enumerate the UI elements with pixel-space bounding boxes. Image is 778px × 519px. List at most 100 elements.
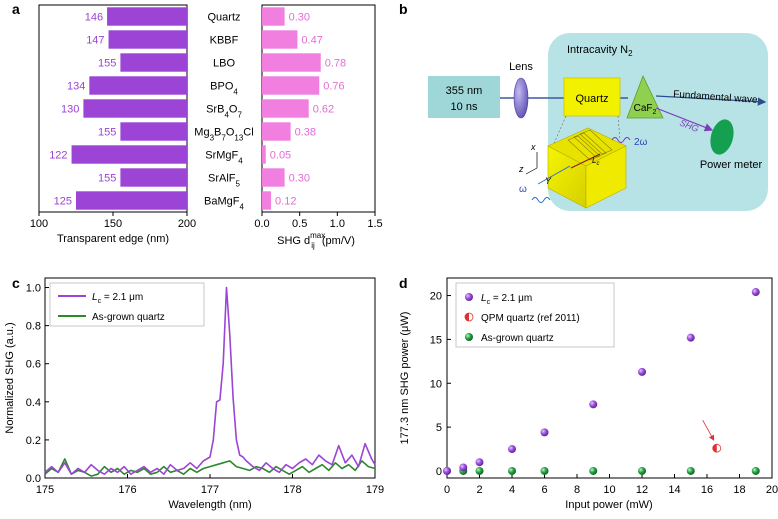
transparent-edge-bar: [89, 76, 187, 95]
fundamental-beam: [655, 95, 767, 106]
y-tick-label: 0.0: [26, 473, 41, 485]
shg-coefficient-value: 0.12: [275, 196, 296, 208]
y-tick-label: 5: [436, 422, 442, 434]
shg-coefficient-value: 0.05: [270, 150, 291, 162]
x-tick-label: 175: [36, 484, 54, 496]
axis-z-line: [525, 167, 538, 175]
shg-coefficient-bar: [262, 76, 320, 95]
transparent-edge-bar: [108, 30, 187, 49]
lc-2p1-point: [686, 333, 695, 342]
two-omega-wave: [611, 137, 631, 143]
transparent-edge-value: 155: [98, 173, 116, 185]
lc-2p1-point: [475, 458, 484, 467]
panel-label-b: b: [399, 1, 408, 17]
panel-a-left-xlabel: Transparent edge (nm): [57, 233, 169, 245]
axis-x: x: [530, 142, 536, 152]
panel-a: 146 147 155 134 130 155 122 155 125 100 150 200 Tr…: [30, 4, 383, 250]
lc-2p1-point: [443, 466, 451, 475]
x-tick-label: 176: [118, 484, 136, 496]
shg-coefficient-value: 0.62: [313, 104, 334, 116]
transparent-edge-bar: [120, 53, 187, 72]
x-tick-label: 0.5: [292, 218, 307, 230]
omega-label: ω: [519, 184, 527, 195]
panel-label-a: a: [12, 1, 20, 17]
panel-d-legend-label-red: QPM quartz (ref 2011): [481, 313, 580, 324]
as-grown-point: [508, 466, 516, 475]
shg-coefficient-bar: [262, 53, 321, 72]
as-grown-point: [751, 466, 760, 475]
y-tick-label: 0.2: [26, 435, 41, 447]
panel-b-diagram: Intracavity N2 355 nm 10 ns Lens Quartz …: [428, 33, 768, 211]
axis-z: z: [518, 164, 524, 174]
as-grown-point: [540, 466, 549, 475]
shg-coefficient-bar: [262, 122, 291, 141]
transparent-edge-value: 155: [98, 127, 116, 139]
caf2-prism: [626, 74, 664, 119]
y-tick-label: 10: [430, 378, 442, 390]
lens: [513, 77, 529, 119]
lc-2p1-point: [638, 367, 646, 376]
panel-a-right-xlabel: SHG dmax ij (pm/V): [277, 231, 355, 250]
x-tick-label: 14: [668, 484, 680, 496]
shg-coefficient-bar: [262, 30, 298, 49]
x-tick-label: 177: [201, 484, 219, 496]
panel-label-d: d: [399, 275, 408, 291]
transparent-edge-bar: [71, 145, 187, 164]
panel-c-ylabel: Normalized SHG (a.u.): [4, 322, 16, 433]
crystal-name-label: SrMgF4: [205, 150, 243, 166]
lc-2p1-point: [540, 428, 549, 437]
x-tick-label: 179: [366, 484, 384, 496]
transparent-edge-bar: [76, 191, 187, 210]
transparent-edge-bar: [120, 168, 187, 187]
x-tick-label: 2: [476, 484, 482, 496]
panel-d-legend: [455, 282, 615, 348]
y-tick-label: 0.6: [26, 359, 41, 371]
panel-d: 0 2 4 6 8 10 12 14 16 18 20 0 5 10 15 20 Input power (m…: [399, 277, 778, 511]
transparent-edge-value: 122: [49, 150, 67, 162]
panel-d-legend-marker-red: [464, 312, 474, 322]
panel-d-legend-marker-green: [465, 333, 473, 341]
crystal-name-label: LBO: [213, 58, 235, 70]
panel-label-c: c: [12, 275, 20, 291]
x-tick-label: 100: [30, 218, 48, 230]
source-box: [428, 76, 500, 118]
crystal-name-label: Mg3B7O13Cl: [194, 127, 253, 143]
lc-2p1-point: [589, 400, 598, 409]
shg-coefficient-value: 0.30: [289, 12, 310, 24]
x-tick-label: 20: [766, 484, 778, 496]
spectrum-line: [44, 286, 376, 475]
as-grown-point: [475, 466, 484, 475]
transparent-edge-bar: [107, 7, 187, 26]
zoom-guide-left: [551, 115, 567, 149]
crystal-name-label: Quartz: [207, 12, 240, 24]
x-tick-label: 1.0: [330, 218, 345, 230]
lc-2p1-point: [508, 445, 516, 454]
shg-coefficient-value: 0.47: [301, 35, 322, 47]
axis-lc: Lc: [592, 156, 599, 167]
shg-coefficient-bar: [262, 168, 285, 187]
transparent-edge-value: 125: [54, 196, 72, 208]
transparent-edge-bar: [120, 122, 187, 141]
as-grown-point: [638, 466, 646, 475]
zoom-guide-right: [617, 115, 621, 141]
panel-c-legend-label-purple: Lc = 2.1 μm: [92, 292, 143, 305]
two-omega-label: 2ω: [634, 137, 648, 148]
power-meter-label: Power meter: [700, 159, 763, 171]
caf2-label: CaF2: [634, 103, 657, 116]
lc-2p1-point: [459, 463, 468, 472]
quartz-label: Quartz: [575, 93, 608, 105]
power-meter: [710, 119, 734, 155]
x-tick-label: 16: [701, 484, 713, 496]
panel-d-legend-label-purple: Lc = 2.1 μm: [481, 293, 532, 306]
panel-c: 175 176 177 178 179 0.0 0.2 0.4 0.6 0.8 1.0 Wavele…: [4, 277, 384, 511]
shg-coefficient-value: 0.78: [325, 58, 346, 70]
crystal-name-label: KBBF: [210, 35, 239, 47]
x-tick-label: 4: [509, 484, 515, 496]
quartz-crystal-3d: [537, 127, 627, 209]
transparent-edge-value: 147: [86, 35, 104, 47]
quartz-box: [563, 77, 621, 117]
y-tick-label: 15: [430, 334, 442, 346]
x-tick-label: 12: [636, 484, 648, 496]
transparent-edge-bar: [83, 99, 187, 118]
